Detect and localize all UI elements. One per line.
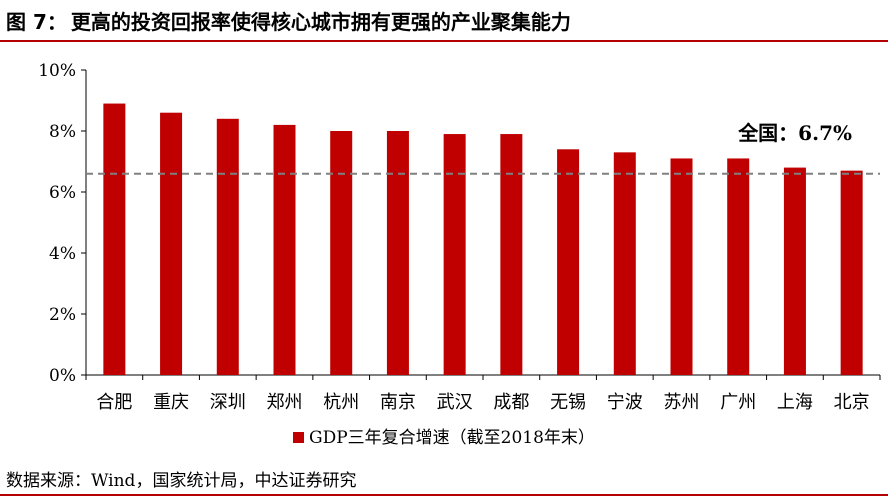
y-tick-label: 8% [49,122,76,142]
x-tick-label: 深圳 [210,392,246,413]
bar [613,152,636,375]
legend-label: GDP三年复合增速（截至2018年末） [309,428,595,448]
bar [500,134,523,375]
title-rule [0,40,888,42]
y-tick-label: 2% [49,305,76,325]
legend-swatch [293,432,304,443]
figure-label: 图 7： [6,10,67,34]
x-axis: 合肥 重庆 深圳 郑州 杭州 南京 武汉 成都 无锡 宁波 苏州 广州 上海 北京 [85,374,881,413]
x-tick-label: 南京 [380,392,416,413]
bar [273,124,296,376]
bar-series [103,103,863,376]
bar [670,158,693,375]
x-tick-label: 北京 [834,392,870,413]
bar [330,131,353,375]
bar [386,131,409,375]
x-tick-label: 苏州 [664,392,700,413]
bottom-rule [0,494,888,496]
figure-title: 图 7： 更高的投资回报率使得核心城市拥有更强的产业聚集能力 [6,6,571,35]
bar [840,170,863,375]
x-tick-label: 上海 [777,392,813,413]
reference-line-group: 全国：6.7% [86,121,880,175]
bar [216,118,239,376]
x-tick-label: 合肥 [96,392,132,413]
bar [103,103,126,376]
bar [443,134,466,375]
x-tick-label: 武汉 [437,392,473,413]
y-tick-label: 10% [38,61,76,81]
y-tick-label: 0% [49,366,76,386]
data-source-note: 数据来源：Wind，国家统计局，中达证券研究 [6,471,357,491]
figure-title-text: 更高的投资回报率使得核心城市拥有更强的产业聚集能力 [70,10,571,34]
x-tick-label: 广州 [720,392,756,413]
x-tick-label: 宁波 [607,392,643,413]
bar [783,167,806,375]
bar-chart: 0% 2% 4% 6% 8% 10% 合肥 重庆 深圳 郑州 杭州 南京 武汉 成都 无锡 宁波 苏州 广州 上海… [38,61,881,448]
x-tick-label: 重庆 [153,392,189,413]
legend: GDP三年复合增速（截至2018年末） [293,428,595,448]
bar [557,149,580,375]
y-tick-label: 6% [49,183,76,203]
x-tick-label: 郑州 [267,392,303,413]
reference-line-label: 全国：6.7% [737,121,852,145]
x-tick-label: 无锡 [550,392,586,413]
y-axis: 0% 2% 4% 6% 8% 10% [38,61,87,386]
y-tick-label: 4% [49,244,76,264]
bar [727,158,750,375]
x-tick-label: 杭州 [323,392,359,413]
bar [160,112,183,375]
x-tick-label: 成都 [493,392,529,413]
